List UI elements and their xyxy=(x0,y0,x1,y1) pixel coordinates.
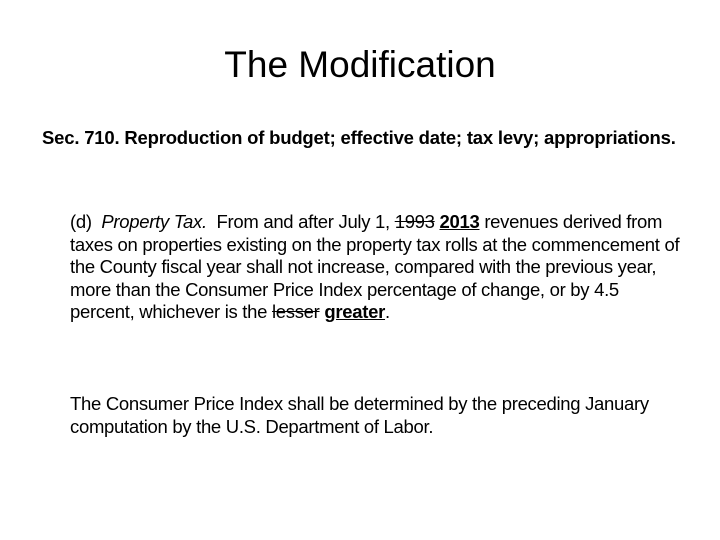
text-run: . xyxy=(385,301,390,322)
text-run: lesser xyxy=(271,301,320,322)
text-run: revenues derived from taxes on propertie… xyxy=(70,211,685,322)
section-heading: Sec. 710. Reproduction of budget; effect… xyxy=(42,127,676,148)
paragraph: (d) Property Tax. From and after July 1,… xyxy=(70,211,680,324)
text-run: 2013 xyxy=(439,211,480,232)
paragraph: The Consumer Price Index shall be determ… xyxy=(70,393,680,438)
slide-title: The Modification xyxy=(224,44,496,85)
text-run: 1993 xyxy=(394,211,435,232)
text-run: greater xyxy=(324,301,386,322)
text-run: Property Tax. xyxy=(101,211,207,232)
text-run: From and after July 1, xyxy=(206,211,395,232)
text-run: (d) xyxy=(70,211,102,232)
text-run: The Consumer Price Index shall be determ… xyxy=(70,393,654,437)
